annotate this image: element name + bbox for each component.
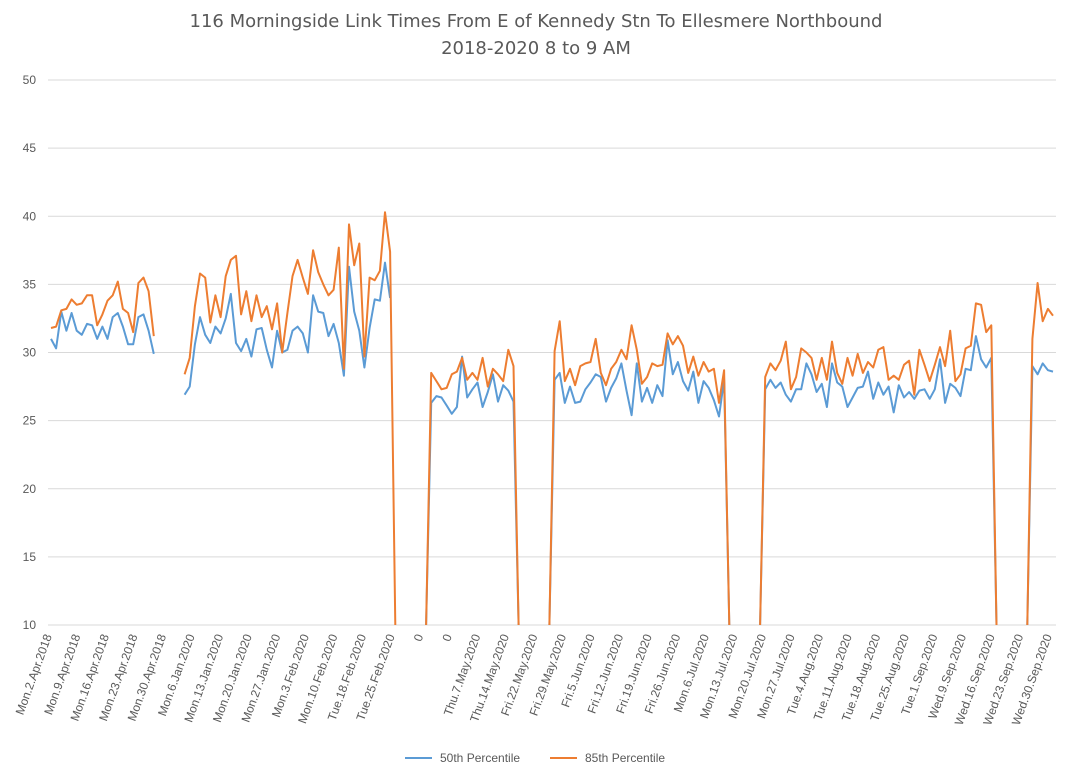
y-tick-label: 15: [23, 550, 37, 564]
chart-subtitle: 2018-2020 8 to 9 AM: [441, 38, 631, 59]
series-line-85th-percentile: [50, 211, 1054, 626]
x-tick-label: 0: [411, 632, 427, 643]
series-group: [50, 211, 1054, 626]
y-tick-label: 45: [23, 141, 37, 155]
y-tick-label: 25: [23, 414, 37, 428]
x-tick-label: 0: [439, 632, 455, 643]
chart-title: 116 Morningside Link Times From E of Ken…: [190, 11, 883, 32]
gridlines: [48, 79, 1056, 626]
y-tick-label: 10: [23, 618, 37, 632]
y-tick-label: 30: [23, 346, 37, 360]
y-tick-label: 40: [23, 209, 37, 223]
legend-label-50th: 50th Percentile: [440, 751, 520, 765]
y-axis: 10 15 20 25 30 35 40 45 50: [23, 73, 37, 632]
y-tick-label: 50: [23, 73, 37, 87]
x-axis: Mon.2.Apr.2018Mon.9.Apr.2018Mon.16.Apr.2…: [13, 632, 1055, 727]
legend: 50th Percentile 85th Percentile: [405, 751, 665, 765]
series-line-50th-percentile: [50, 261, 1054, 626]
y-tick-label: 20: [23, 482, 37, 496]
y-tick-label: 35: [23, 277, 37, 291]
legend-label-85th: 85th Percentile: [585, 751, 665, 765]
